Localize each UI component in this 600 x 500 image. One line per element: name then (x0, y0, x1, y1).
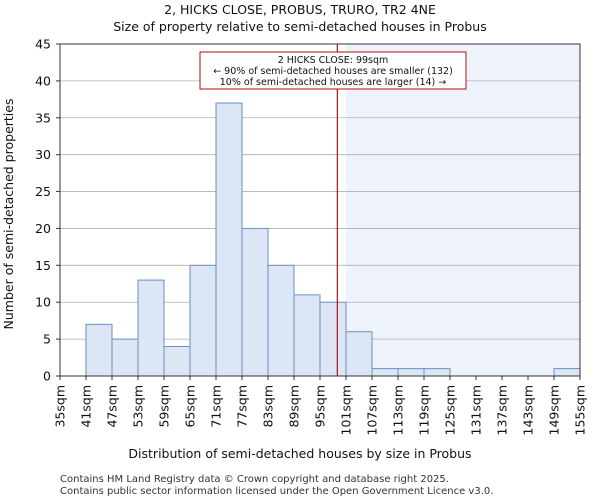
annotation-border (199, 51, 467, 90)
bar-83sqm (267, 264, 295, 377)
annotation-line-2: ← 90% of semi-detached houses are smalle… (213, 66, 453, 77)
x-tick-label-125sqm: 125sqm (443, 385, 458, 435)
y-tick-label-35: 35 (35, 110, 51, 125)
y-tick-label-0: 0 (43, 369, 51, 384)
x-tick-label-71sqm: 71sqm (209, 385, 224, 428)
x-tick-label-59sqm: 59sqm (157, 385, 172, 428)
x-tick-label-113sqm: 113sqm (391, 385, 406, 435)
annotation-line-3: 10% of semi-detached houses are larger (… (220, 77, 447, 88)
y-tick-labels: 0 5 10 15 20 25 30 35 40 45 (35, 37, 60, 384)
y-tick-label-20: 20 (35, 221, 51, 236)
x-tick-label-53sqm: 53sqm (131, 385, 146, 428)
x-tick-label-149sqm: 149sqm (547, 385, 562, 435)
x-tick-labels: 35sqm 41sqm 47sqm 53sqm 59sqm 65sqm 71sqm 77sqm… (53, 376, 588, 435)
annotation-box: 2 HICKS CLOSE: 99sqm ← 90% of semi-detac… (199, 51, 467, 90)
y-tick-label-30: 30 (35, 147, 51, 162)
bar-119sqm (423, 368, 451, 377)
y-axis-label: Number of semi-detached properties (1, 99, 16, 330)
annotation-line-1: 2 HICKS CLOSE: 99sqm (278, 55, 389, 66)
y-tick-label-5: 5 (43, 332, 51, 347)
bar-113sqm (397, 368, 425, 377)
y-tick-label-25: 25 (35, 184, 51, 199)
larger-region (346, 44, 580, 376)
x-tick-label-137sqm: 137sqm (495, 385, 510, 435)
x-tick-label-47sqm: 47sqm (105, 385, 120, 428)
x-tick-label-107sqm: 107sqm (365, 385, 380, 435)
y-tick-label-10: 10 (35, 295, 51, 310)
bar-59sqm (163, 345, 191, 377)
bar-65sqm (189, 264, 217, 377)
plot-background (346, 44, 580, 376)
x-tick-label-65sqm: 65sqm (183, 385, 198, 428)
x-axis-label: Distribution of semi-detached houses by … (128, 446, 471, 461)
bar-107sqm (371, 368, 399, 377)
y-tick-label-45: 45 (35, 37, 51, 52)
x-tick-label-77sqm: 77sqm (235, 385, 250, 428)
footer-line-1: Contains HM Land Registry data © Crown c… (60, 474, 449, 485)
bar-53sqm (137, 279, 165, 377)
x-tick-label-119sqm: 119sqm (417, 385, 432, 435)
bar-149sqm (553, 368, 581, 377)
x-tick-label-131sqm: 131sqm (469, 385, 484, 435)
x-tick-label-155sqm: 155sqm (573, 385, 588, 435)
x-tick-label-35sqm: 35sqm (53, 385, 68, 428)
bar-71sqm (215, 102, 243, 377)
bar-101sqm (345, 331, 373, 377)
y-tick-label-40: 40 (35, 73, 51, 88)
bar-41sqm (85, 323, 113, 377)
x-tick-label-143sqm: 143sqm (521, 385, 536, 435)
bar-89sqm (293, 294, 321, 377)
bar-95sqm (319, 301, 347, 377)
x-tick-label-101sqm: 101sqm (339, 385, 354, 435)
x-tick-label-95sqm: 95sqm (313, 385, 328, 428)
bar-77sqm (241, 227, 269, 377)
y-tick-label-15: 15 (35, 258, 51, 273)
footer-line-2: Contains public sector information licen… (60, 486, 493, 497)
x-tick-label-89sqm: 89sqm (287, 385, 302, 428)
x-tick-label-83sqm: 83sqm (261, 385, 276, 428)
x-tick-label-41sqm: 41sqm (79, 385, 94, 428)
bar-47sqm (111, 338, 139, 377)
chart-title: 2, HICKS CLOSE, PROBUS, TRURO, TR2 4NE (164, 2, 436, 17)
chart-subtitle: Size of property relative to semi-detach… (113, 19, 486, 34)
